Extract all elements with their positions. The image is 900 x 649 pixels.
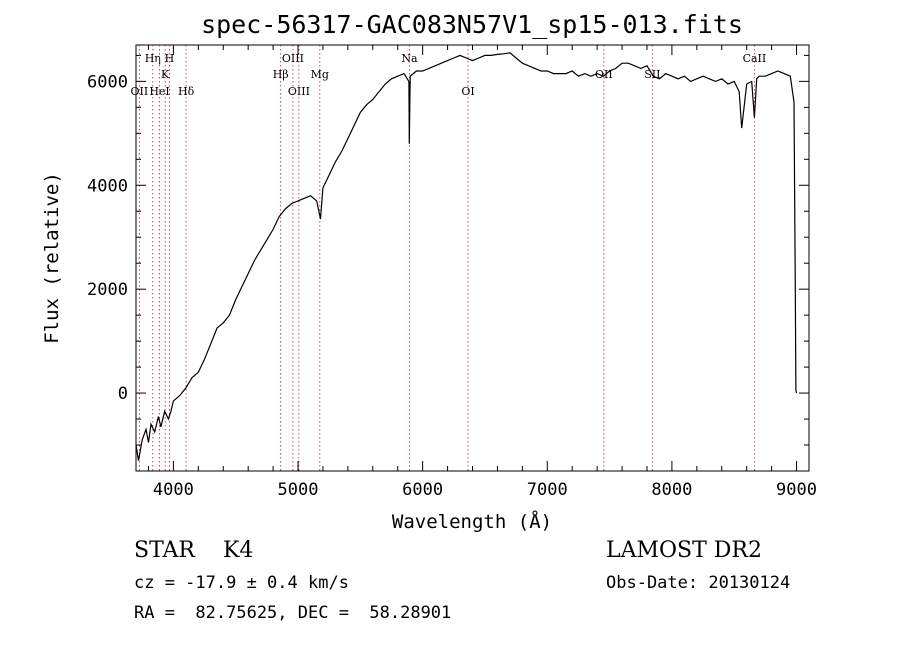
spectral-line-label: OIII: [282, 52, 304, 65]
y-axis-label: Flux (relative): [41, 172, 63, 344]
spectral-line-label: OII: [595, 68, 613, 81]
x-tick-label: 7000: [527, 480, 568, 500]
y-tick-label: 0: [118, 384, 128, 404]
spectral-line-label: Na: [401, 52, 418, 65]
obs-date-label: Obs-Date: 20130124: [606, 573, 791, 593]
coordinates-label: RA = 82.75625, DEC = 58.28901: [134, 603, 452, 623]
spectral-line-label: H: [165, 52, 175, 65]
spectral-line-label: CaII: [743, 52, 767, 65]
spectral-line-label: K: [161, 68, 170, 81]
x-tick-label: 4000: [153, 480, 194, 500]
x-tick-label: 6000: [402, 480, 443, 500]
spectral-line-label: OII: [131, 85, 149, 98]
survey-label: LAMOST DR2: [606, 538, 762, 563]
plot-frame: [135, 44, 810, 472]
y-tick-label: 4000: [87, 176, 128, 196]
chart-title: spec-56317-GAC083N57V1_sp15-013.fits: [201, 10, 743, 39]
spectral-line-label: HeI: [149, 85, 169, 98]
x-axis-label: Wavelength (Å): [392, 510, 552, 533]
spectral-line-label: Hη: [145, 52, 161, 65]
spectral-line-label: OIII: [288, 85, 310, 98]
object-type-label: STAR K4: [134, 538, 254, 563]
y-tick-label: 2000: [87, 280, 128, 300]
spectral-line-label: OI: [461, 85, 474, 98]
axis-tick-layer: 4000 5000 6000 7000 8000 9000 0 2000 4000 6000: [87, 45, 817, 500]
y-tick-label: 6000: [87, 72, 128, 92]
x-tick-label: 9000: [776, 480, 817, 500]
spectrum-series-line: [135, 52, 798, 461]
spectral-line-label: Hβ: [273, 68, 289, 81]
redshift-label: cz = -17.9 ± 0.4 km/s: [134, 573, 349, 593]
x-tick-label: 5000: [278, 480, 319, 500]
spectral-line-label: Mg: [311, 68, 329, 81]
spectral-line-label: Hδ: [178, 85, 195, 98]
x-tick-label: 8000: [651, 480, 692, 500]
